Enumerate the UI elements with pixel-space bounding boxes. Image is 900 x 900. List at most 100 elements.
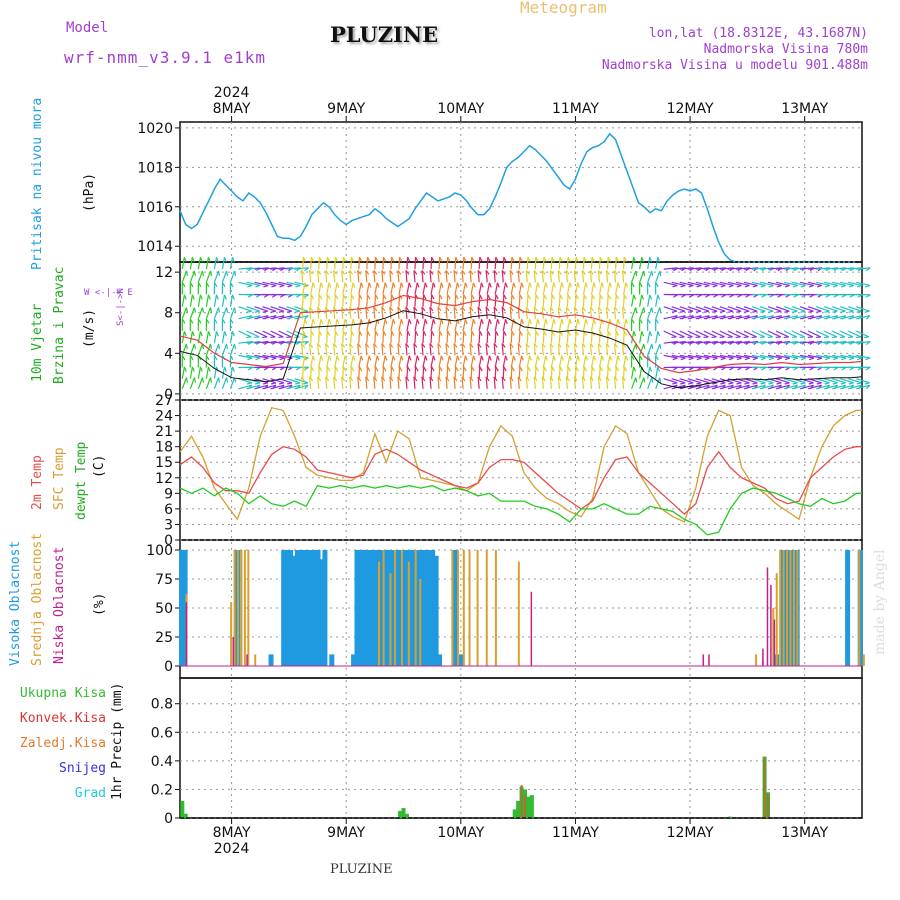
wind-barb: [582, 282, 587, 295]
top-day-label: 8MAY: [213, 101, 251, 117]
wind-barb: [639, 294, 643, 307]
wind-barb-head: [565, 343, 570, 348]
wind-barb: [454, 282, 458, 295]
precip-total-bar: [529, 795, 534, 818]
temp-frame: [179, 399, 863, 541]
wind-barb-head: [229, 355, 234, 361]
wind-barb-head: [501, 269, 506, 275]
wind-barb: [270, 281, 285, 287]
wind-barb-head: [342, 294, 347, 300]
wind-barb-head: [501, 306, 506, 312]
wind-barb-head: [728, 382, 734, 385]
wind-barb: [800, 340, 815, 344]
wind-barb: [366, 355, 370, 368]
wind-barb-head: [589, 269, 594, 275]
wind-barb-head: [727, 336, 733, 339]
wind-barb-head: [181, 282, 186, 288]
wind-barb: [775, 378, 790, 384]
precip-total-bar: [404, 813, 409, 818]
mid-cloud-bar: [796, 550, 799, 666]
wind-barb: [270, 340, 285, 344]
wind-barb-head: [503, 330, 507, 336]
wind-barb: [767, 306, 782, 312]
wind-barb-head: [400, 355, 404, 361]
wind-barb-head: [479, 294, 483, 300]
bottom-day-label: 9MAY: [327, 825, 365, 841]
wind-barb: [310, 257, 312, 270]
wind-barb-head: [816, 382, 822, 385]
wind-barb: [229, 331, 234, 344]
wind-barb: [333, 270, 336, 283]
wind-barb-head: [185, 377, 188, 383]
wind-barb: [613, 343, 617, 356]
wind-barb: [446, 331, 449, 344]
wind-barb: [197, 377, 204, 390]
wind-barb-head: [262, 336, 268, 339]
wind-barb: [421, 376, 424, 389]
wind-barb-head: [504, 319, 508, 325]
wind-barb: [421, 270, 424, 283]
wind-barb-head: [333, 376, 338, 382]
wind-barb: [647, 343, 653, 356]
wind-barb-head: [197, 318, 202, 324]
wind-barb: [856, 281, 871, 287]
wind-barb-head: [310, 294, 315, 300]
wind-barb-head: [525, 306, 530, 312]
wind-barb-head: [719, 336, 725, 339]
wind-barb-head: [225, 377, 229, 383]
wind-barb-head: [865, 357, 871, 361]
wind-barb: [815, 330, 830, 338]
wind-barb-head: [776, 357, 782, 361]
wind-barb: [382, 366, 385, 379]
wind-barb-head: [440, 282, 444, 288]
wind-barb-head: [199, 294, 203, 300]
wind-barb: [485, 343, 488, 356]
wind-barb: [381, 343, 384, 356]
wind-barb: [840, 306, 854, 312]
wind-barb: [406, 282, 410, 295]
wind-barb-head: [655, 318, 659, 324]
wind-barb: [703, 340, 718, 344]
mid-cloud-bar: [378, 561, 381, 666]
temp-tick-label: 18: [155, 440, 173, 456]
wind-barb: [840, 281, 854, 287]
wind-barb: [262, 384, 277, 390]
wind-barb: [550, 257, 553, 270]
wind-barb: [566, 366, 569, 379]
wind-barb: [446, 319, 450, 332]
wind-barb-head: [365, 376, 370, 382]
wind-barb-head: [309, 376, 314, 382]
wind-barb: [783, 340, 799, 344]
wind-barb-head: [565, 306, 570, 312]
wind-barb-head: [543, 330, 547, 336]
wind-barb: [270, 315, 285, 320]
wind-barb: [461, 376, 464, 389]
wind-barb: [413, 343, 416, 356]
wind-barb-head: [209, 343, 213, 350]
wind-barb-head: [247, 284, 253, 288]
bottom-year-label: 2024: [214, 841, 250, 857]
wind-barb-head: [416, 282, 420, 288]
wind-barb-head: [527, 366, 531, 372]
wind-barb-head: [614, 269, 618, 275]
wind-barb-head: [286, 336, 292, 339]
wind-barb-head: [581, 269, 586, 275]
wind-barb-head: [368, 319, 372, 325]
wind-barb-head: [193, 343, 196, 350]
high-cloud-bar: [315, 550, 321, 666]
top-day-label: 11MAY: [552, 101, 599, 117]
wind-barb: [310, 366, 312, 379]
wind-barb-head: [559, 256, 563, 262]
wind-barb-head: [541, 376, 546, 382]
wind-barb-head: [328, 319, 332, 325]
wind-barb-head: [349, 269, 354, 275]
wind-barb-head: [381, 269, 386, 275]
wind-barb: [421, 343, 424, 356]
wind-barb: [550, 366, 553, 379]
wind-barb-head: [567, 256, 571, 262]
wind-barb: [605, 270, 609, 283]
wind-barb-head: [512, 355, 516, 361]
wind-barb-head: [832, 382, 838, 385]
wind-barb: [663, 306, 678, 312]
wind-barb-head: [415, 256, 419, 262]
